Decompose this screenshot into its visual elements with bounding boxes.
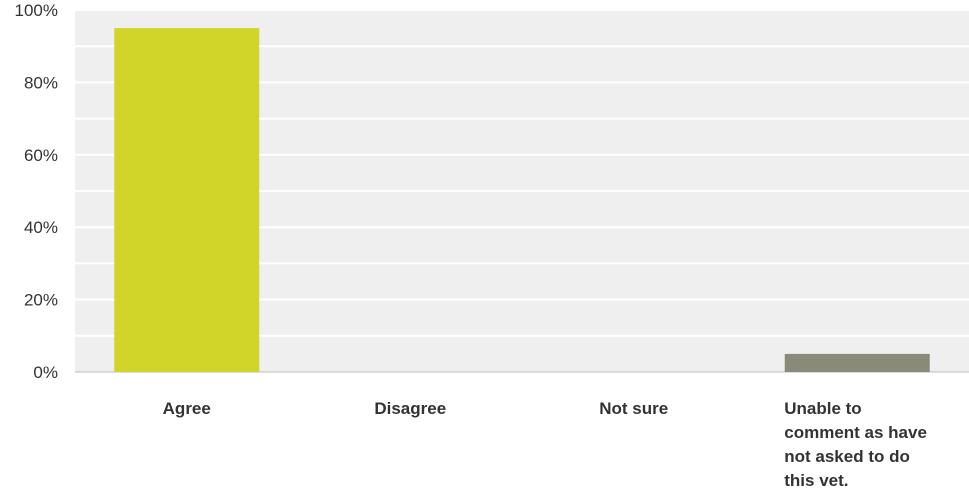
y-tick-label: 100% [15,1,58,20]
y-tick-label: 20% [24,291,58,310]
bar [784,353,930,372]
y-tick-label: 80% [24,73,58,92]
y-axis-ticks: 0% 20% 40% 60% 80% 100% [15,1,58,382]
bar [114,28,260,372]
bars [114,28,930,372]
y-tick-label: 60% [24,146,58,165]
x-category-label: Agree [162,399,211,418]
y-tick-label: 0% [33,363,58,382]
x-category-label: Unable to comment as have not asked to d… [784,399,927,490]
y-tick-label: 40% [24,218,58,237]
x-category-label: Not sure [599,399,669,418]
x-category-label: Disagree [374,399,447,418]
